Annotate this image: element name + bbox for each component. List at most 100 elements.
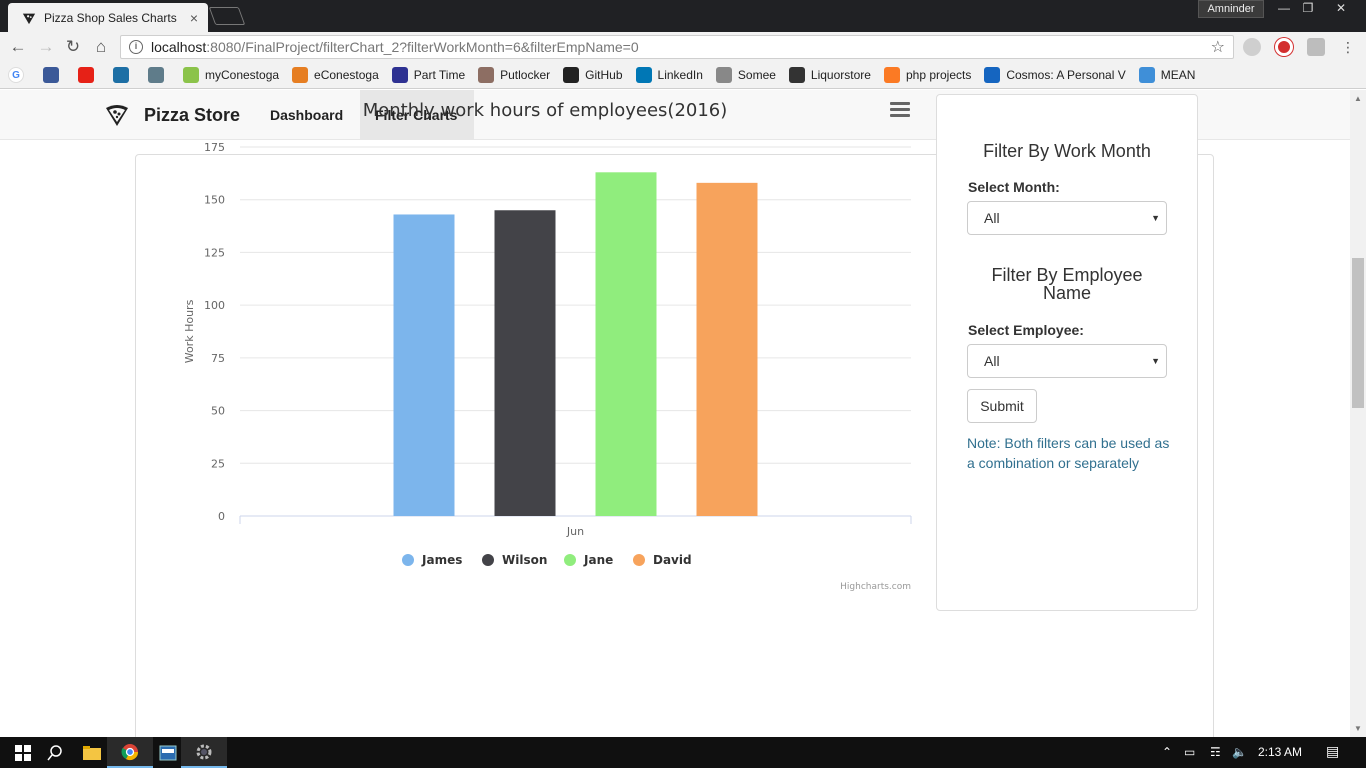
filter-note: Note: Both filters can be used as a comb…	[967, 435, 1170, 471]
brand[interactable]: Pizza Store	[104, 102, 240, 128]
bookmark-item[interactable]: eConestoga	[292, 67, 379, 83]
bookmark-label: Cosmos: A Personal V	[1006, 68, 1126, 82]
home-icon[interactable]: ⌂	[95, 37, 107, 56]
restore-icon[interactable]: ❐	[1302, 1, 1314, 15]
nav-dashboard-link[interactable]: Dashboard	[270, 107, 344, 123]
chart-menu-icon[interactable]	[890, 102, 910, 120]
profile-button[interactable]: Amninder	[1198, 0, 1264, 18]
y-tick-label: 75	[211, 352, 225, 365]
windows-taskbar: ⌃ ▭ ☶ 🔈 2:13 AM ▤	[0, 737, 1366, 768]
back-icon[interactable]: ←	[9, 37, 27, 56]
bookmark-item[interactable]: G	[8, 67, 30, 83]
bar-david	[696, 182, 758, 516]
bookmark-item[interactable]: GitHub	[563, 67, 623, 83]
youtube-icon	[78, 67, 94, 83]
bookmark-item[interactable]	[43, 67, 65, 83]
scroll-down-icon[interactable]: ▼	[1354, 724, 1362, 733]
employee-select[interactable]: All ▼	[967, 344, 1167, 378]
battery-icon[interactable]: ▭	[1184, 745, 1196, 759]
legend-item-label: James	[421, 553, 462, 567]
bookmark-item[interactable]	[148, 67, 170, 83]
forward-icon[interactable]: →	[37, 37, 55, 56]
bookmark-star-icon[interactable]: ☆	[1210, 39, 1225, 56]
browser-menu-icon[interactable]: ⋮	[1341, 39, 1355, 55]
tray-chevron-up-icon[interactable]: ⌃	[1162, 745, 1173, 759]
bookmark-item[interactable]: MEAN	[1138, 67, 1195, 83]
bookmark-item[interactable]: Liquorstore	[788, 67, 871, 83]
taskbar-clock[interactable]: 2:13 AM	[1258, 745, 1303, 759]
month-select[interactable]: All ▼	[967, 201, 1167, 235]
scrollbar-thumb[interactable]	[1352, 258, 1364, 408]
page-icon	[715, 67, 732, 83]
chevron-down-icon: ▼	[1151, 213, 1160, 223]
bookmark-label: Liquorstore	[810, 68, 871, 82]
facebook-icon	[43, 67, 59, 83]
bookmark-item[interactable]: php projects	[883, 67, 971, 83]
action-center-icon[interactable]: ▤	[1326, 743, 1340, 759]
bar-james	[393, 214, 455, 516]
bookmark-item[interactable]: LinkedIn	[635, 67, 703, 83]
file-explorer-icon[interactable]	[69, 737, 115, 768]
browser-toolbar: ← → ↻ ⌂ i localhost:8080/FinalProject/fi…	[0, 32, 1366, 62]
submit-button[interactable]: Submit	[967, 389, 1037, 423]
bookmark-item[interactable]: Cosmos: A Personal V	[984, 67, 1126, 83]
y-tick-label: 125	[204, 246, 225, 259]
legend-marker	[564, 554, 576, 566]
url-path: :8080/FinalProject/filterChart_2?filterW…	[206, 39, 639, 55]
wifi-icon[interactable]: ☶	[1210, 745, 1221, 759]
sync-icon	[148, 67, 164, 83]
browser-tab[interactable]: Pizza Shop Sales Charts ×	[8, 3, 208, 32]
bookmark-label: Putlocker	[500, 68, 551, 82]
bookmark-item[interactable]	[113, 67, 135, 83]
filter-card: Filter By Work Month Select Month: All ▼…	[936, 94, 1198, 611]
search-icon[interactable]	[32, 737, 78, 768]
chrome-taskbar-icon[interactable]	[107, 737, 153, 768]
settings-gear-app-icon[interactable]	[181, 737, 227, 768]
scroll-up-icon[interactable]: ▲	[1354, 94, 1362, 103]
reload-icon[interactable]: ↻	[65, 37, 81, 56]
y-tick-label: 25	[211, 457, 225, 470]
new-tab-button[interactable]	[208, 7, 246, 25]
bookmark-label: Somee	[737, 68, 776, 82]
y-tick-label: 175	[204, 141, 225, 154]
chart-credits: Highcharts.com	[840, 582, 911, 592]
bar-chart: Monthly work hours of employees(2016) 0 2…	[170, 90, 920, 600]
bookmark-item[interactable]: Somee	[715, 67, 776, 83]
brand-name: Pizza Store	[144, 104, 241, 125]
minimize-icon[interactable]: —	[1278, 1, 1290, 15]
chevron-down-icon: ▼	[1151, 356, 1160, 366]
windows-start-icon[interactable]	[0, 737, 46, 768]
y-tick-label: 150	[204, 194, 225, 207]
info-icon[interactable]: i	[129, 40, 143, 54]
month-select-label: Select Month:	[968, 179, 1060, 195]
econestoga-icon	[292, 67, 309, 83]
extension-box-icon[interactable]	[1307, 38, 1325, 56]
bookmark-label: myConestoga	[205, 68, 280, 82]
y-tick-label: 50	[211, 405, 225, 418]
y-tick-label: 0	[218, 510, 225, 523]
employee-select-label: Select Employee:	[968, 322, 1084, 338]
page-scrollbar[interactable]: ▲ ▼	[1350, 90, 1366, 737]
volume-icon[interactable]: 🔈	[1232, 745, 1247, 759]
mean-icon	[1138, 67, 1155, 83]
parttime-icon	[391, 67, 408, 83]
legend-marker	[402, 554, 414, 566]
tab-close-icon[interactable]: ×	[189, 9, 199, 26]
myconestoga-icon	[183, 67, 199, 83]
bookmark-item[interactable]: Putlocker	[478, 67, 550, 83]
y-axis-label: Work Hours	[183, 299, 196, 363]
extension-bulb-icon[interactable]	[1243, 38, 1261, 56]
bookmark-item[interactable]: myConestoga	[183, 67, 279, 83]
bookmark-item[interactable]: Part Time	[391, 67, 465, 83]
bookmark-label: LinkedIn	[657, 68, 703, 82]
employee-filter-heading: Filter By Employee Name	[991, 265, 1143, 303]
address-bar[interactable]: i localhost:8080/FinalProject/filterChar…	[120, 35, 1234, 59]
chart-svg: 0 25 50 75 100 125 150 175 Work Hours Jun James Wil…	[183, 141, 912, 592]
extension-opera-icon[interactable]	[1275, 38, 1293, 56]
bar-jane	[595, 172, 657, 516]
nav-filter-charts-link[interactable]: Filter Charts	[360, 90, 474, 140]
app-window-icon[interactable]	[145, 737, 191, 768]
bookmark-item[interactable]	[78, 67, 100, 83]
close-window-icon[interactable]: ✕	[1335, 1, 1347, 15]
